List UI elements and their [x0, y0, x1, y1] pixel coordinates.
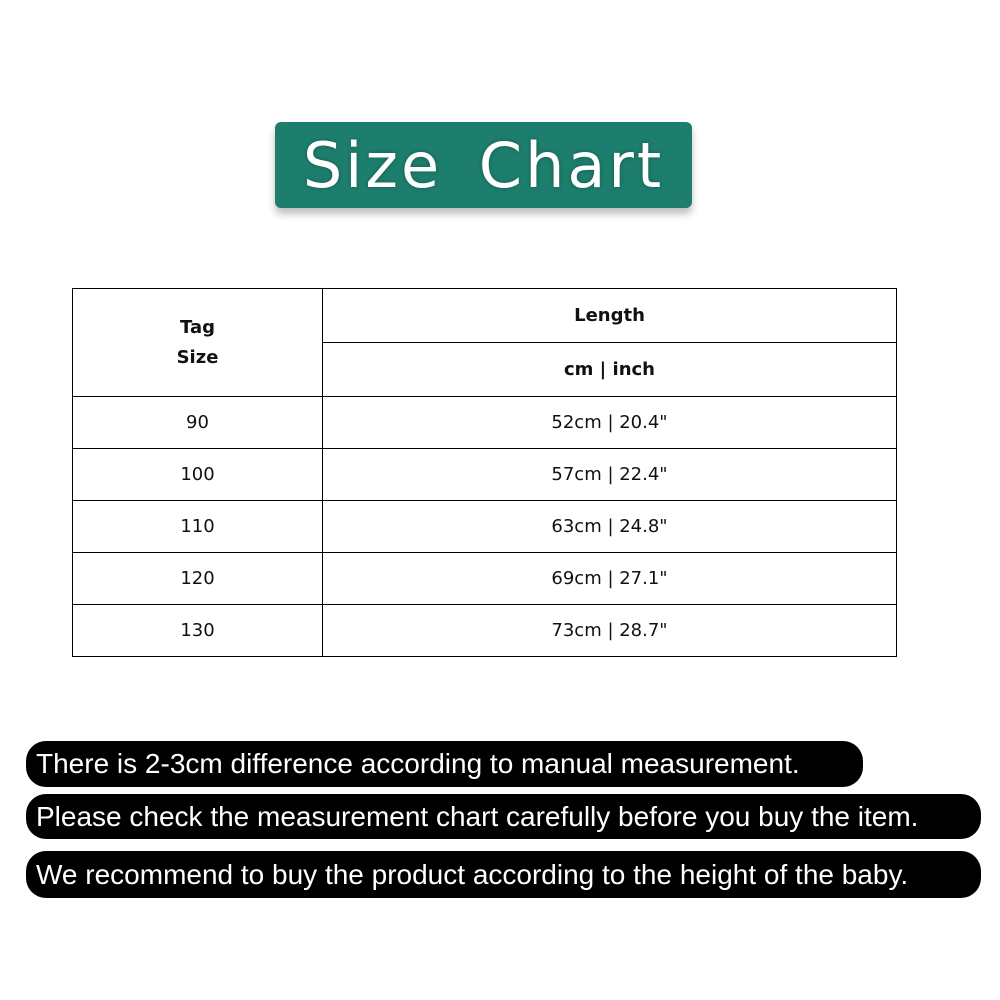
table-row: 110 63cm | 24.8"	[72, 500, 897, 553]
table-header-row: Tag Size Length	[72, 288, 897, 397]
table-header-row: cm | inch	[73, 342, 897, 397]
size-cell: 130	[72, 604, 323, 657]
note-buy-by-height: We recommend to buy the product accordin…	[26, 851, 981, 898]
table-row: 90 52cm | 20.4"	[72, 396, 897, 449]
size-cell: 100	[72, 448, 323, 501]
size-chart-title: Size Chart	[275, 122, 692, 208]
header-units: cm | inch	[322, 342, 897, 397]
size-cell: 90	[72, 396, 323, 449]
note-measurement-difference: There is 2-3cm difference according to m…	[26, 741, 863, 787]
length-cell: 57cm | 22.4"	[322, 448, 897, 501]
size-table: Tag Size Length cm | inch 90 52cm | 20.4"…	[72, 288, 897, 657]
header-length: Length	[322, 288, 897, 343]
title-text: Size Chart	[302, 128, 665, 202]
table-row: 130 73cm | 28.7"	[72, 604, 897, 657]
length-cell: 73cm | 28.7"	[322, 604, 897, 657]
table-row: 120 69cm | 27.1"	[72, 552, 897, 605]
length-cell: 69cm | 27.1"	[322, 552, 897, 605]
length-cell: 52cm | 20.4"	[322, 396, 897, 449]
size-cell: 120	[72, 552, 323, 605]
table-row: 100 57cm | 22.4"	[72, 448, 897, 501]
length-cell: 63cm | 24.8"	[322, 500, 897, 553]
size-cell: 110	[72, 500, 323, 553]
note-check-chart: Please check the measurement chart caref…	[26, 794, 981, 839]
header-tag-size: Tag Size	[72, 288, 323, 397]
